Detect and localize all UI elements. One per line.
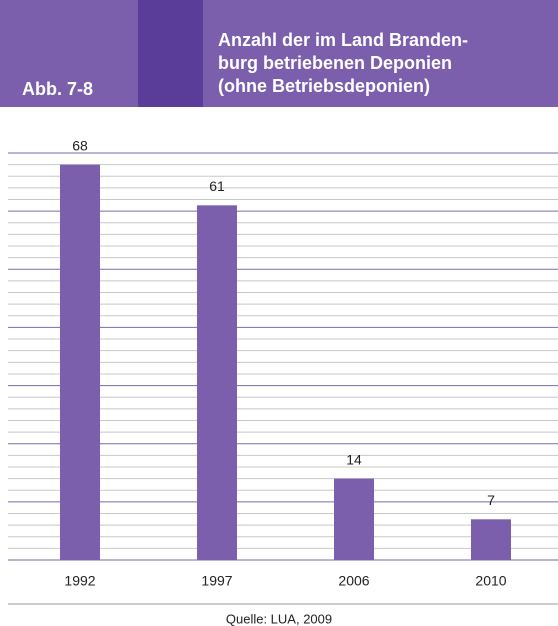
chart-title: (ohne Betriebsdeponien) bbox=[218, 76, 430, 96]
x-tick-label: 2006 bbox=[338, 573, 369, 589]
x-tick-label: 2010 bbox=[475, 573, 506, 589]
source: Quelle: LUA, 2009 bbox=[226, 611, 332, 626]
bar bbox=[471, 519, 511, 560]
x-tick-label: 1992 bbox=[64, 573, 95, 589]
bar bbox=[334, 478, 374, 560]
value-label: 7 bbox=[487, 492, 495, 508]
chart-title: burg betriebenen Deponien bbox=[218, 53, 452, 73]
header-accent bbox=[138, 0, 203, 107]
bar bbox=[60, 164, 100, 560]
chart-title: Anzahl der im Land Branden- bbox=[218, 30, 468, 50]
value-label: 61 bbox=[209, 178, 225, 194]
value-label: 68 bbox=[72, 137, 88, 153]
figure-label: Abb. 7-8 bbox=[22, 79, 93, 99]
header-band bbox=[0, 0, 558, 107]
value-label: 14 bbox=[346, 451, 362, 467]
x-tick-label: 1997 bbox=[201, 573, 232, 589]
bar bbox=[197, 205, 237, 561]
